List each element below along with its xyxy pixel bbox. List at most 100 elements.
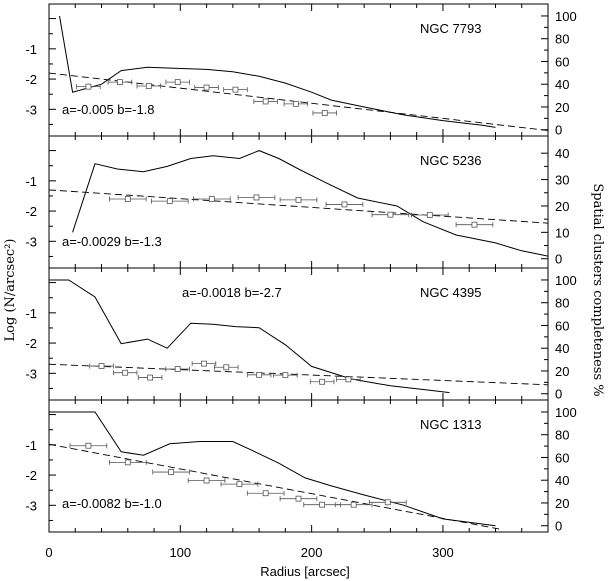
right-y-tick-label: 80 [555,296,569,311]
data-point [117,79,123,85]
right-y-tick-label: 40 [555,341,569,356]
fit-annotation: a=-0.0029 b=-1.3 [62,234,162,249]
left-y-tick-label: -2 [25,72,37,87]
data-point [203,84,210,91]
panel-series [49,279,548,394]
data-point [122,369,129,376]
data-point [262,98,269,105]
panel-title: NGC 1313 [420,417,481,432]
right-y-tick-label: 20 [555,496,569,511]
panel-title: NGC 7793 [420,21,481,36]
left-y-tick-label: -1 [25,42,37,57]
x-tick-label: 300 [432,545,454,560]
fit-line [49,363,548,386]
data-point [295,196,302,203]
data-point [319,378,326,385]
right-y-tick-label: 100 [555,273,577,288]
panel-series [49,411,503,530]
data-point [223,364,230,371]
right-y-tick-label: 80 [555,32,569,47]
right-y-tick-label: 10 [555,225,569,240]
left-y-tick-label: -1 [25,174,37,189]
data-point [295,495,302,502]
data-point [168,469,175,475]
left-y-tick-label: -1 [25,438,37,453]
data-point [145,83,152,89]
panel-series [49,150,548,257]
data-point [384,499,391,506]
data-point [208,196,215,202]
panel-title: NGC 5236 [420,153,481,168]
right-y-tick-label: 20 [555,100,569,115]
right-y-tick-label: 100 [555,405,577,420]
fit-annotation: a=-0.0082 b=-1.0 [62,496,162,511]
panel-4: -1 -2 -3 0 20 40 60 80 100 NGC 1313 a=-0.0082 b=-1… [25,399,577,534]
left-y-tick-label: -1 [25,306,37,321]
left-y-tick-label: -3 [25,234,37,249]
x-axis: 0 100 200 300 [45,545,453,560]
left-y-tick-label: -2 [25,204,37,219]
panel-frame [48,399,549,533]
data-point [174,366,181,372]
data-point [387,211,394,218]
right-y-tick-label: 60 [555,450,569,465]
right-y-tick-label: 60 [555,54,569,69]
right-y-tick-label: 80 [555,428,569,443]
data-point [471,221,478,228]
data-point [201,360,207,367]
data-point [319,501,326,508]
right-y-tick-label: 0 [555,519,562,534]
right-y-tick-label: 60 [555,318,569,333]
left-y-tick-label: -2 [25,468,37,483]
data-point [282,372,289,379]
panel-1: -1 -2 -3 0 20 40 60 80 100 NGC 7793 a=-0.005 b=-1.… [25,3,577,138]
fit-line [49,189,548,224]
right-y-tick-label: 0 [555,387,562,402]
completeness-line [59,15,496,128]
data-point [85,83,92,90]
data-point [345,376,352,383]
data-point [350,501,357,508]
data-point [256,371,263,378]
data-point [85,442,92,449]
right-y-tick-label: 40 [555,146,569,161]
data-point [253,194,260,201]
data-point [147,374,154,381]
left-y-tick-label: -3 [25,498,37,513]
right-y-tick-label: 20 [555,199,569,214]
data-point [124,459,131,466]
panel-series [49,15,548,131]
data-point [236,481,243,488]
fit-line [49,443,503,530]
fit-annotation: a=-0.0018 b=-2.7 [182,285,282,300]
data-point [292,100,299,107]
right-y-tick-label: 0 [555,123,562,138]
left-y-axis-label: Log (N/arcsec²) [3,239,18,342]
left-y-tick-label: -3 [25,102,37,117]
x-axis-label: Radius [arcsec] [260,564,350,579]
x-tick-label: 0 [45,545,52,560]
panel-title: NGC 4395 [420,285,481,300]
right-y-axis-label: Spatial clusters completeness % [590,183,605,396]
completeness-line [49,279,450,394]
right-y-tick-label: 30 [555,173,569,188]
data-point [232,86,239,93]
data-point [426,212,433,218]
x-tick-label: 100 [169,545,191,560]
data-point [98,363,105,369]
fit-annotation: a=-0.005 b=-1.8 [62,102,155,117]
left-y-tick-label: -3 [25,366,37,381]
completeness-line [72,150,548,257]
data-point [124,196,131,202]
data-point [174,79,181,85]
x-tick-label: 200 [301,545,323,560]
right-y-tick-label: 40 [555,77,569,92]
data-point [262,490,269,497]
right-y-tick-label: 40 [555,473,569,488]
right-y-tick-label: 20 [555,364,569,379]
data-point [321,110,328,116]
panel-3: -1 -2 -3 0 20 40 60 80 100 NGC 4395 a=-0.0018 b=-2… [25,267,577,402]
left-y-tick-label: -2 [25,336,37,351]
